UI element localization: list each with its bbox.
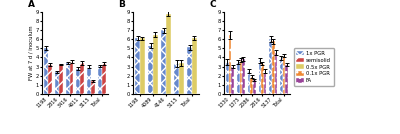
Bar — [248, 71, 250, 94]
Bar — [166, 14, 171, 94]
Bar — [44, 48, 48, 94]
Bar — [231, 67, 234, 94]
Bar — [283, 56, 285, 94]
Bar — [261, 64, 264, 94]
Bar — [187, 47, 192, 94]
Bar — [269, 39, 272, 94]
Bar — [161, 30, 166, 94]
Bar — [174, 64, 179, 94]
Bar — [258, 60, 261, 94]
Bar — [87, 67, 91, 94]
Bar — [70, 62, 74, 94]
Text: A: A — [28, 0, 34, 9]
Bar — [229, 35, 231, 94]
Bar — [242, 59, 245, 94]
Bar — [280, 58, 283, 94]
Text: B: B — [118, 0, 125, 9]
Bar — [48, 65, 52, 94]
Bar — [102, 64, 106, 94]
Bar — [237, 62, 240, 94]
Bar — [59, 64, 63, 94]
Y-axis label: FW at 7 d / inoculum: FW at 7 d / inoculum — [28, 26, 33, 80]
Bar — [285, 65, 288, 94]
Bar — [226, 62, 229, 94]
Bar — [66, 63, 70, 94]
Bar — [192, 38, 196, 94]
Bar — [253, 80, 256, 94]
Bar — [136, 38, 140, 94]
Bar — [264, 71, 266, 94]
Legend: 1x PGR, semisolid, 0.5x PGR, 0.1x PGR, FA: 1x PGR, semisolid, 0.5x PGR, 0.1x PGR, F… — [294, 48, 334, 86]
Bar — [80, 63, 84, 94]
Bar — [91, 81, 95, 94]
Bar — [148, 46, 153, 94]
Bar — [274, 53, 277, 94]
Bar — [76, 69, 80, 94]
Bar — [250, 77, 253, 94]
Text: C: C — [210, 0, 216, 9]
Bar — [179, 63, 184, 94]
Bar — [55, 72, 59, 94]
Bar — [98, 66, 102, 94]
Bar — [140, 38, 145, 94]
Bar — [272, 41, 274, 94]
Bar — [240, 60, 242, 94]
Bar — [153, 35, 158, 94]
